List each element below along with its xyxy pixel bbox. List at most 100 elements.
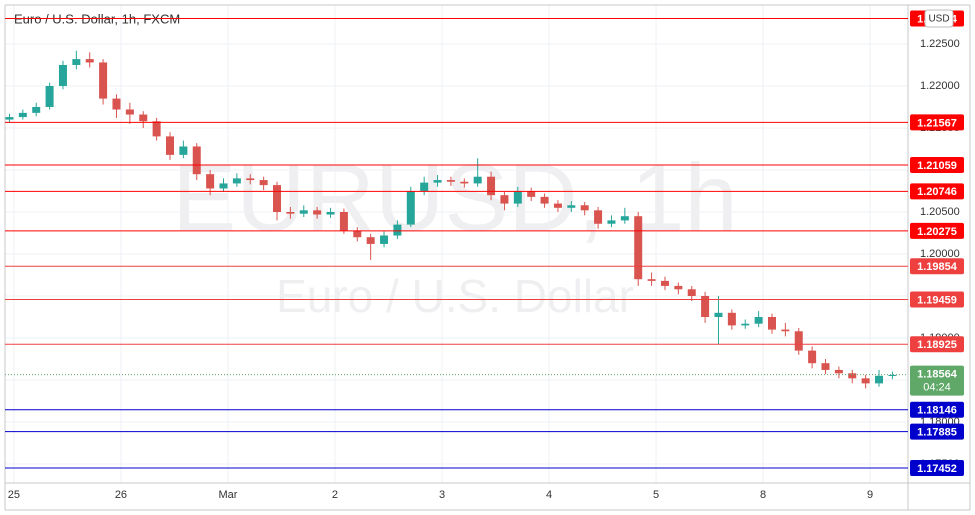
candle-body: [660, 280, 669, 286]
y-tick-label: 1.20500: [920, 206, 960, 218]
level-label: 1.18146: [917, 405, 957, 417]
level-label-box: [910, 183, 964, 200]
candle-body: [848, 373, 857, 379]
candle-body: [273, 185, 282, 212]
x-tick-label: 4: [546, 489, 552, 501]
candle-body: [460, 181, 469, 184]
level-label: 1.19459: [917, 294, 957, 306]
candle-body: [393, 224, 402, 236]
plot: [5, 5, 908, 483]
candle-body: [246, 178, 255, 181]
level-label-box: [910, 258, 964, 275]
level-label: 1.17885: [917, 427, 957, 439]
level-label-box: [910, 222, 964, 239]
candle-body: [286, 211, 295, 214]
candle-body: [112, 98, 121, 110]
candle-body: [353, 230, 362, 238]
x-tick-label: 8: [760, 489, 766, 501]
candle-body: [487, 176, 496, 196]
candle-body: [85, 59, 94, 63]
candle-body: [259, 180, 268, 186]
candle-body: [5, 117, 14, 120]
candle-body: [152, 121, 161, 137]
candle-body: [687, 289, 696, 297]
x-tick-label: 3: [439, 489, 445, 501]
candle-body: [219, 183, 228, 189]
y-tick-label: 1.20000: [920, 248, 960, 260]
level-label: 1.20746: [917, 186, 957, 198]
candle-body: [473, 176, 482, 184]
candle-body: [366, 237, 375, 244]
candle-body: [32, 106, 41, 113]
level-label-box: [910, 114, 964, 131]
candle-body: [99, 62, 108, 99]
candle-body: [420, 182, 429, 191]
level-label-box: [910, 423, 964, 440]
x-tick-label: 9: [867, 489, 873, 501]
candle-body: [634, 216, 643, 280]
candle-body: [58, 64, 67, 86]
candle-body: [674, 285, 683, 290]
candle-body: [500, 195, 509, 204]
countdown: 04:24: [923, 382, 951, 394]
candle-body: [326, 211, 335, 215]
currency-label[interactable]: USD: [928, 14, 949, 25]
candle-body: [553, 203, 562, 208]
candle-body: [594, 210, 603, 224]
candle-body: [875, 375, 884, 384]
level-label-box: [910, 336, 964, 353]
candle-body: [794, 331, 803, 351]
candle-body: [313, 210, 322, 215]
currency-button[interactable]: [924, 9, 954, 28]
level-label: 1.20275: [917, 226, 957, 238]
candle-body: [18, 112, 27, 118]
candle-body: [580, 205, 589, 211]
candle-body: [339, 211, 348, 231]
candle-body: [781, 329, 790, 332]
candle-body: [714, 312, 723, 318]
level-label-box: [910, 401, 964, 418]
candle-body: [834, 369, 843, 374]
x-tick-label: 5: [653, 489, 659, 501]
candle-body: [741, 323, 750, 326]
candle-body: [45, 85, 54, 107]
level-label: 1.19854: [917, 261, 958, 273]
y-tick-label: 1.22500: [920, 38, 960, 50]
candle-body: [299, 210, 308, 214]
candle-body: [72, 59, 81, 65]
candle-body: [754, 317, 763, 324]
x-tick-label: 26: [115, 489, 127, 501]
candle-body: [620, 216, 629, 221]
candle-body: [232, 178, 241, 184]
level-label: 1.17452: [917, 463, 957, 475]
candle-body: [888, 374, 897, 376]
candle-body: [406, 190, 415, 225]
candle-body: [433, 180, 442, 183]
candle-body: [567, 205, 576, 208]
last-price-box: [910, 365, 964, 396]
level-label: 1.21567: [917, 117, 957, 129]
candle-body: [727, 312, 736, 326]
level-label-box: [910, 460, 964, 477]
level-label: 1.18925: [917, 339, 957, 351]
candle-body: [861, 378, 870, 384]
candle-body: [821, 363, 830, 370]
candle-body: [192, 146, 201, 175]
candle-body: [380, 235, 389, 244]
level-label-box: [910, 157, 964, 174]
candle-body: [125, 109, 134, 115]
candle-body: [179, 146, 188, 155]
candle-body: [527, 190, 536, 197]
candle-body: [607, 220, 616, 224]
y-tick-label: 1.22000: [920, 80, 960, 92]
candle-body: [701, 296, 710, 318]
candle-body: [808, 350, 817, 364]
level-label-box: [910, 291, 964, 308]
candle-body: [206, 174, 215, 189]
candle-body: [513, 190, 522, 204]
candle-body: [165, 136, 174, 155]
candle-body: [446, 180, 455, 182]
last-price-label: 1.18564: [917, 369, 958, 381]
